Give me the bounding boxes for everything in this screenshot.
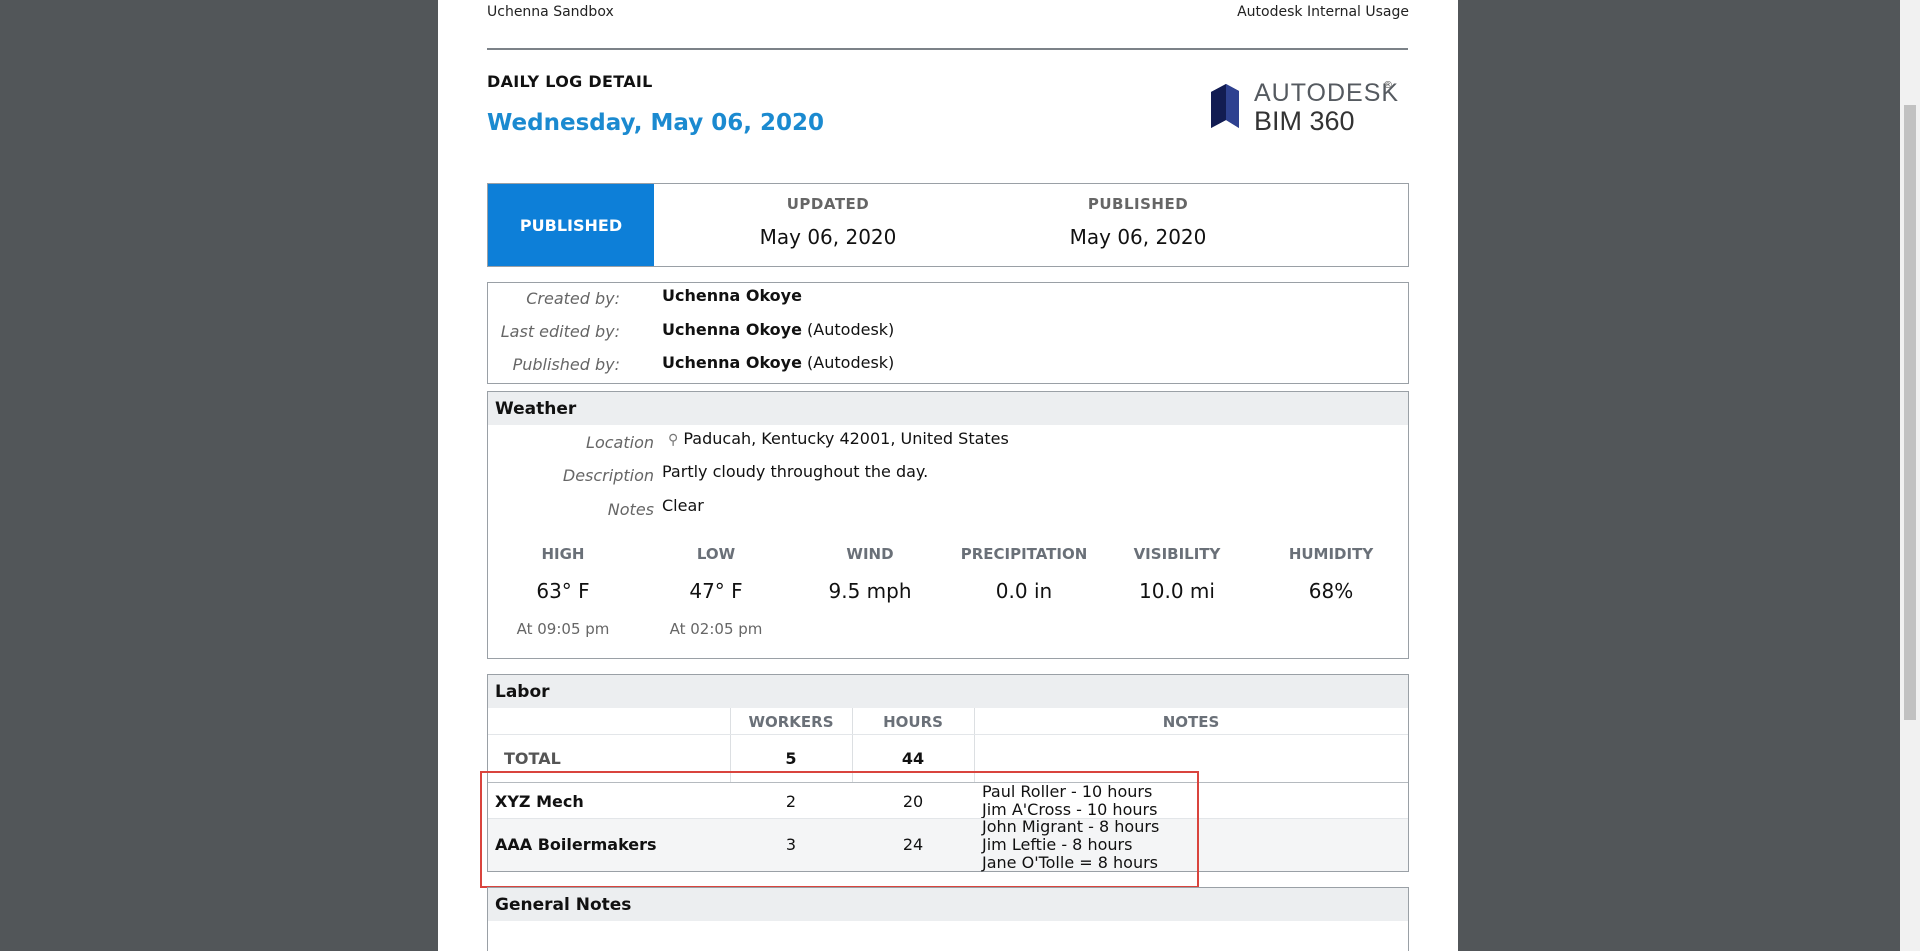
workers-header: WORKERS <box>748 713 834 731</box>
status-badge: PUBLISHED <box>488 184 654 266</box>
general-notes-panel: General Notes <box>487 887 1409 951</box>
weather-panel: Weather Location ⚲ Paducah, Kentucky 420… <box>487 391 1409 659</box>
vertical-scrollbar[interactable] <box>1900 0 1920 951</box>
stat-low-label: LOW <box>696 545 736 563</box>
table-row: XYZ Mech 2 20 Paul Roller - 10 hours Jim… <box>488 783 1408 819</box>
table-row: AAA Boilermakers 3 24 John Migrant - 8 h… <box>488 818 1408 872</box>
edited-by-value: Uchenna Okoye (Autodesk) <box>662 320 895 339</box>
status-panel: PUBLISHED UPDATED May 06, 2020 PUBLISHED… <box>487 183 1409 267</box>
labor-title: Labor <box>495 682 550 702</box>
note-line: Jim Leftie - 8 hours <box>982 835 1133 854</box>
row-rule <box>488 818 1408 819</box>
description-label: Description <box>562 466 654 485</box>
autodesk-logo: AUTODESK ® BIM 360 <box>1208 79 1408 140</box>
notes-label: Notes <box>607 500 654 519</box>
labor-header: Labor <box>488 675 1408 708</box>
note-line: Jane O'Tolle = 8 hours <box>982 853 1158 872</box>
company-name-cell: AAA Boilermakers <box>495 835 657 854</box>
general-notes-header: General Notes <box>488 888 1408 921</box>
company-name-cell: XYZ Mech <box>495 792 584 811</box>
updated-label: UPDATED <box>786 195 870 213</box>
header-rule <box>488 734 1408 735</box>
total-workers: 5 <box>785 749 797 768</box>
weather-title: Weather <box>495 399 577 419</box>
notes-cell: John Migrant - 8 hours Jim Leftie - 8 ho… <box>982 818 1159 872</box>
created-by-label: Created by: <box>526 289 620 308</box>
published-value: May 06, 2020 <box>1069 225 1207 249</box>
doc-title: DAILY LOG DETAIL <box>487 72 653 91</box>
stat-high-time: At 09:05 pm <box>516 620 610 638</box>
people-panel: Created by: Uchenna Okoye Last edited by… <box>487 282 1409 384</box>
hours-header: HOURS <box>883 713 943 731</box>
description-value: Partly cloudy throughout the day. <box>662 462 929 481</box>
workers-cell: 3 <box>785 835 797 854</box>
logo-line1: AUTODESK <box>1254 79 1400 107</box>
stat-low-time: At 02:05 pm <box>669 620 763 638</box>
total-rule <box>488 782 1408 783</box>
notes-value: Clear <box>662 496 704 515</box>
stat-low-value: 47° F <box>689 579 743 603</box>
stat-high-value: 63° F <box>536 579 590 603</box>
stat-humidity-value: 68% <box>1308 579 1354 603</box>
published-by-value: Uchenna Okoye (Autodesk) <box>662 353 895 372</box>
logo-line2: BIM 360 <box>1254 106 1355 136</box>
highlight-annotation <box>480 771 1199 888</box>
note-line: Paul Roller - 10 hours <box>982 782 1153 801</box>
updated-value: May 06, 2020 <box>759 225 897 249</box>
weather-header: Weather <box>488 392 1408 425</box>
stat-precipitation-value: 0.0 in <box>995 579 1053 603</box>
labor-panel: Labor WORKERS HOURS NOTES TOTAL 5 44 XYZ… <box>487 674 1409 872</box>
workers-cell: 2 <box>785 792 797 811</box>
log-date: Wednesday, May 06, 2020 <box>487 110 824 136</box>
stat-precipitation-label: PRECIPITATION <box>960 545 1088 563</box>
autodesk-logo-icon <box>1211 84 1239 128</box>
notes-header: NOTES <box>1162 713 1220 731</box>
note-line: John Migrant - 8 hours <box>982 817 1160 836</box>
stat-humidity-label: HUMIDITY <box>1288 545 1374 563</box>
stat-visibility-value: 10.0 mi <box>1139 579 1215 603</box>
total-hours: 44 <box>901 749 925 768</box>
scrollbar-thumb[interactable] <box>1904 105 1916 720</box>
stat-wind-value: 9.5 mph <box>828 579 912 603</box>
edited-by-label: Last edited by: <box>500 322 620 341</box>
stat-wind-label: WIND <box>846 545 894 563</box>
published-by-label: Published by: <box>512 355 620 374</box>
hours-cell: 20 <box>902 792 924 811</box>
stat-high-label: HIGH <box>541 545 585 563</box>
hours-cell: 24 <box>902 835 924 854</box>
note-line: Jim A'Cross - 10 hours <box>982 800 1158 819</box>
stat-visibility-label: VISIBILITY <box>1133 545 1221 563</box>
company-name: Autodesk Internal Usage <box>1237 4 1409 20</box>
created-by-value: Uchenna Okoye <box>662 286 802 305</box>
total-label: TOTAL <box>504 749 561 768</box>
location-pin-icon: ⚲ <box>668 432 679 448</box>
published-label: PUBLISHED <box>1087 195 1189 213</box>
project-name: Uchenna Sandbox <box>487 4 614 20</box>
notes-cell: Paul Roller - 10 hours Jim A'Cross - 10 … <box>982 783 1157 819</box>
location-label: Location <box>586 433 654 452</box>
location-value: ⚲ Paducah, Kentucky 42001, United States <box>668 429 1009 448</box>
registered-mark: ® <box>1383 80 1393 91</box>
general-notes-title: General Notes <box>495 895 632 915</box>
header-divider <box>487 48 1408 50</box>
document-page: Uchenna Sandbox Autodesk Internal Usage … <box>438 0 1458 951</box>
